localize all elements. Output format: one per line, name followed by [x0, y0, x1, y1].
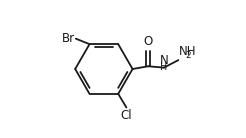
Text: N: N — [160, 54, 168, 67]
Text: Cl: Cl — [121, 109, 132, 122]
Text: H: H — [160, 62, 168, 72]
Text: Br: Br — [62, 32, 75, 45]
Text: O: O — [144, 35, 153, 48]
Text: NH: NH — [179, 46, 197, 59]
Text: 2: 2 — [185, 51, 191, 60]
